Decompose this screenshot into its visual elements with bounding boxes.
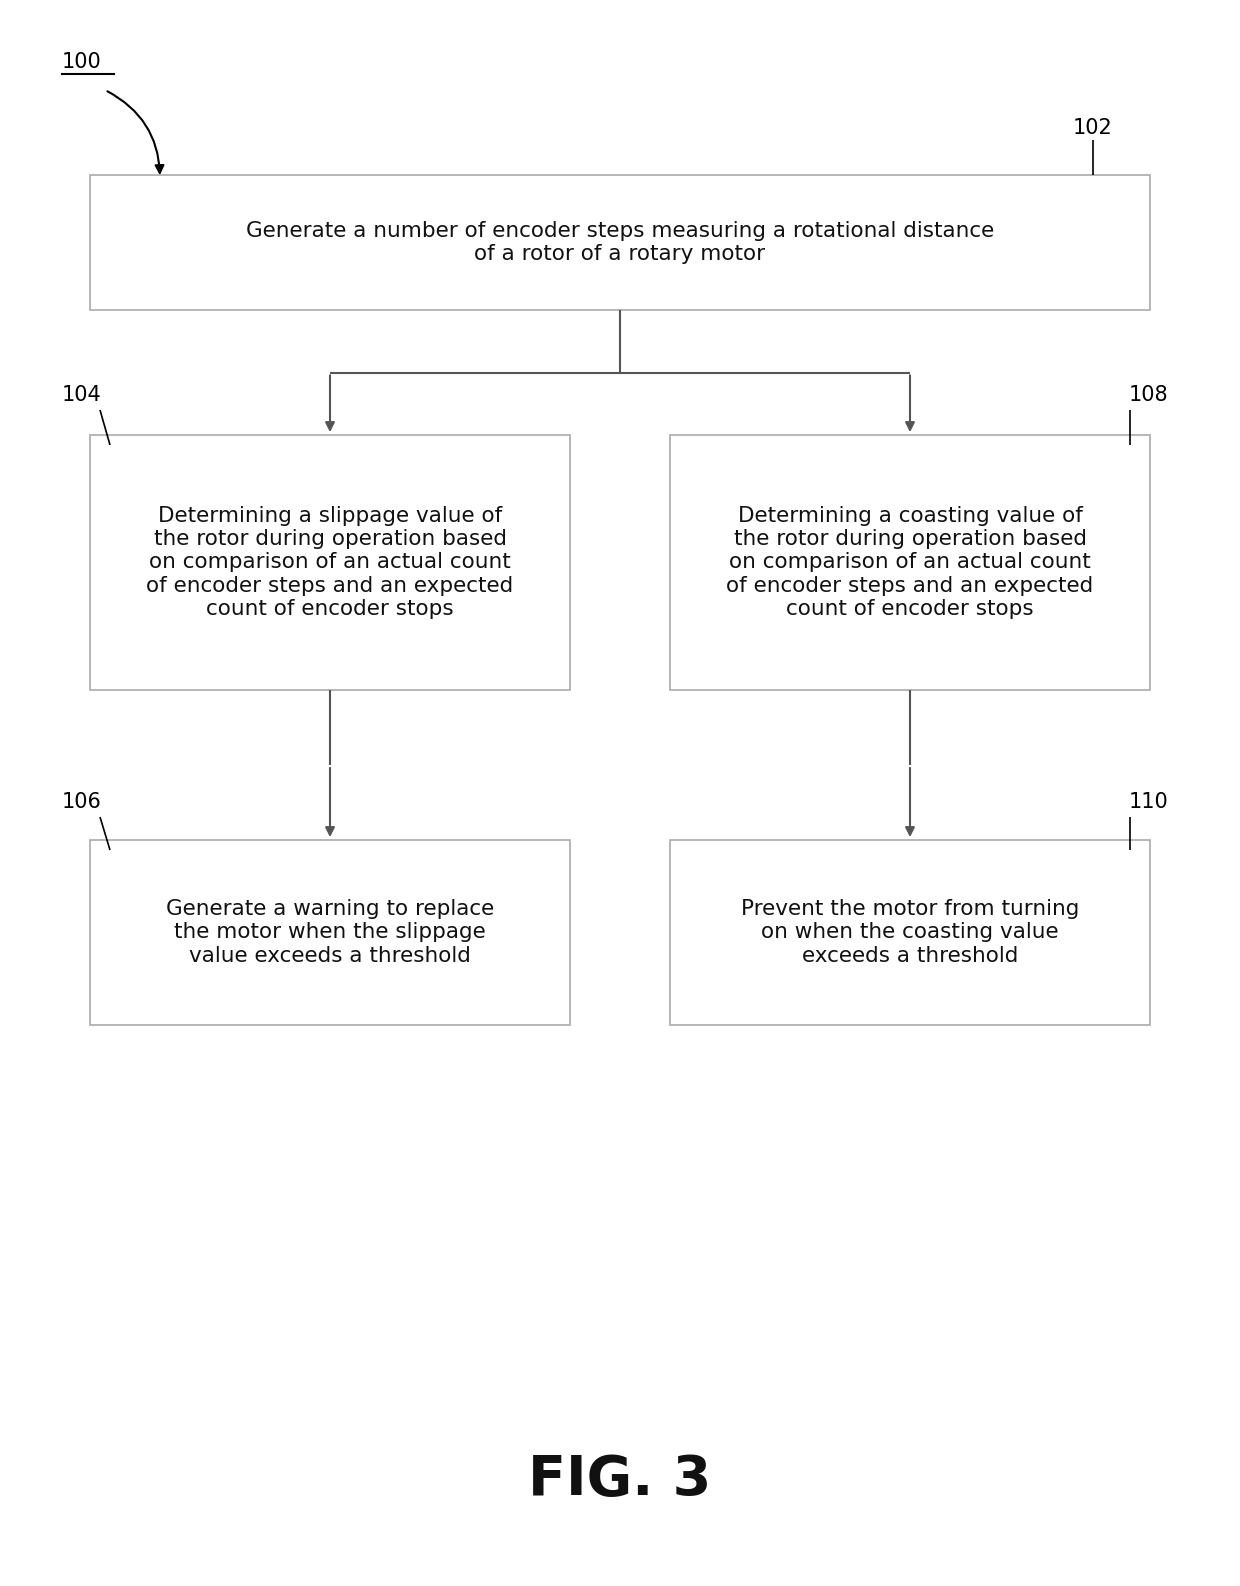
Text: 100: 100 [62, 52, 102, 71]
Text: 110: 110 [1128, 791, 1168, 812]
Text: Determining a slippage value of
the rotor during operation based
on comparison o: Determining a slippage value of the roto… [146, 506, 513, 619]
Bar [91, 841, 570, 1025]
Bar [670, 435, 1149, 690]
Bar [670, 841, 1149, 1025]
Text: Generate a warning to replace
the motor when the slippage
value exceeds a thresh: Generate a warning to replace the motor … [166, 899, 494, 966]
Bar [91, 174, 1149, 309]
Text: 106: 106 [62, 791, 102, 812]
Text: FIG. 3: FIG. 3 [528, 1453, 712, 1507]
Text: Determining a coasting value of
the rotor during operation based
on comparison o: Determining a coasting value of the roto… [727, 506, 1094, 619]
Text: 108: 108 [1128, 385, 1168, 404]
Text: Prevent the motor from turning
on when the coasting value
exceeds a threshold: Prevent the motor from turning on when t… [740, 899, 1079, 966]
Bar [91, 435, 570, 690]
Text: 104: 104 [62, 385, 102, 404]
Text: 102: 102 [1073, 117, 1112, 138]
Text: Generate a number of encoder steps measuring a rotational distance
of a rotor of: Generate a number of encoder steps measu… [246, 220, 994, 265]
